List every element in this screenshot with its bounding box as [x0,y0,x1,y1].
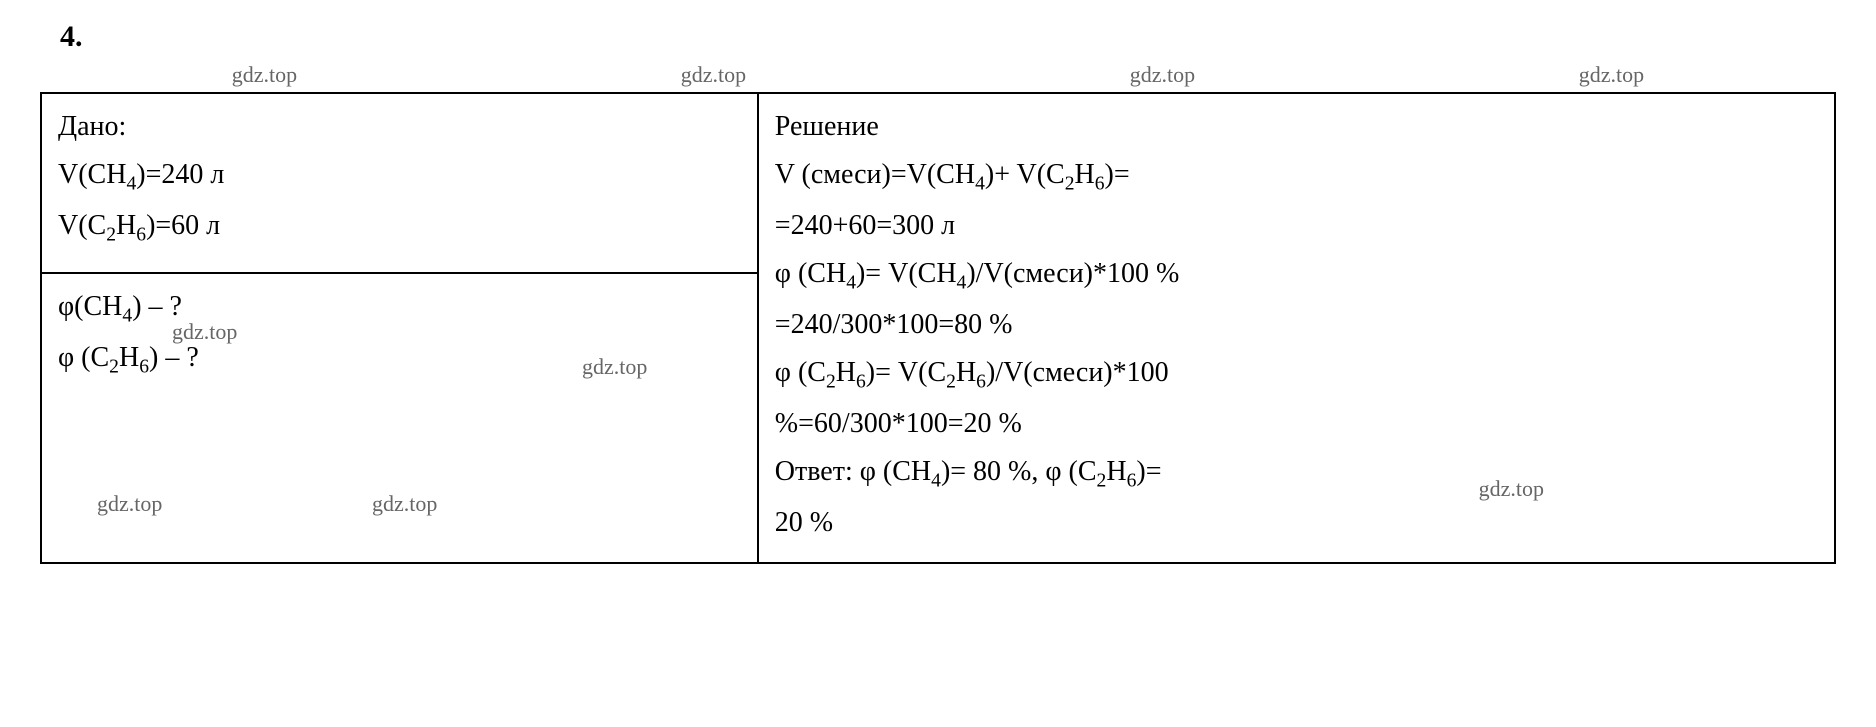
watermark: gdz.top [489,62,938,88]
given-line-2: V(C2H6)=60 л [58,205,741,250]
given-section: Дано: V(CH4)=240 л V(C2H6)=60 л [42,94,757,274]
solution-line-1: V (смеси)=V(CH4)+ V(C2H6)= [775,154,1818,199]
solution-line-6: %=60/300*100=20 % [775,403,1818,445]
solution-line-3: φ (CH4)= V(CH4)/V(смеси)*100 % [775,253,1818,298]
problem-number: 4. [60,20,1836,54]
solution-line-5: φ (C2H6)= V(C2H6)/V(смеси)*100 [775,352,1818,397]
question-section: φ(CH4) – ? φ (C2H6) – ? [42,274,757,494]
answer-line-1: Ответ: φ (CH4)= 80 %, φ (C2H6)= [775,451,1818,496]
answer-line-2: 20 % [775,502,1818,544]
given-line-1: V(CH4)=240 л [58,154,741,199]
question-line-1: φ(CH4) – ? [58,286,741,331]
solution-column: Решение V (смеси)=V(CH4)+ V(C2H6)= =240+… [759,94,1834,562]
watermark: gdz.top [40,62,489,88]
watermark-top-row: gdz.top gdz.top gdz.top gdz.top [40,62,1836,88]
question-line-2: φ (C2H6) – ? [58,337,741,382]
solution-line-4: =240/300*100=80 % [775,304,1818,346]
given-label: Дано: [58,106,741,148]
solution-table: Дано: V(CH4)=240 л V(C2H6)=60 л φ(CH4) –… [40,92,1836,564]
watermark: gdz.top [938,62,1387,88]
left-column: Дано: V(CH4)=240 л V(C2H6)=60 л φ(CH4) –… [42,94,759,562]
solution-line-2: =240+60=300 л [775,205,1818,247]
solution-label: Решение [775,106,1818,148]
watermark: gdz.top [1387,62,1836,88]
